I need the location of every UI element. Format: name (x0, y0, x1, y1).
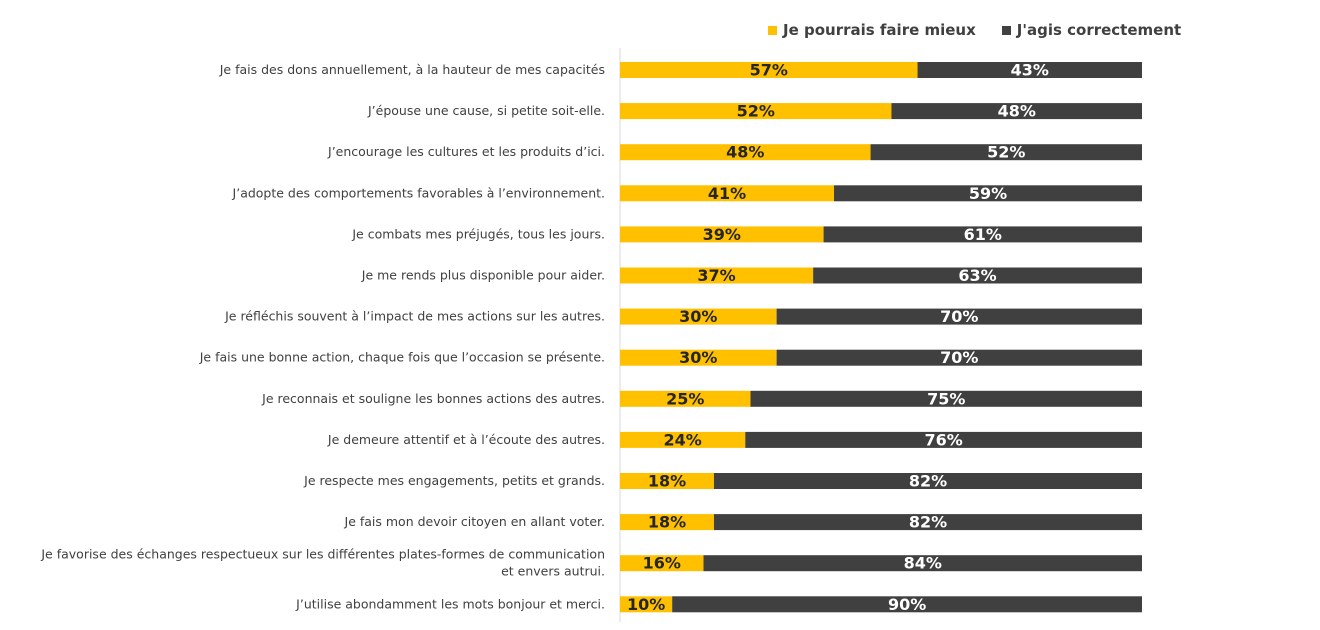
category-label: J’adopte des comportements favorables à … (232, 185, 605, 200)
data-label-series-2: 75% (927, 389, 965, 408)
bar-series-1 (620, 555, 704, 572)
data-label-series-1: 25% (666, 389, 704, 408)
bar-series-2 (713, 473, 1142, 489)
data-label-series-2: 70% (940, 348, 978, 367)
category-label: Je réfléchis souvent à l’impact de mes a… (224, 308, 605, 323)
bar-series-2 (713, 514, 1142, 531)
category-label: Je fais des dons annuellement, à la haut… (219, 62, 605, 77)
bar-series-1 (620, 514, 714, 531)
category-label: Je combats mes préjugés, tous les jours. (351, 226, 605, 241)
legend-label-series-1: Je pourrais faire mieux (783, 21, 976, 39)
bar-series-1 (620, 185, 835, 202)
bar-series-2 (703, 555, 1142, 572)
bar-series-2 (745, 431, 1142, 448)
bar-series-1 (620, 62, 918, 78)
category-label: J’épouse une cause, si petite soit-elle. (367, 103, 605, 118)
category-label: J’utilise abondamment les mots bonjour e… (295, 596, 605, 611)
bar-series-2 (776, 308, 1142, 325)
category-label: J’encourage les cultures et les produits… (327, 144, 605, 159)
data-label-series-2: 76% (924, 430, 962, 449)
data-label-series-1: 24% (663, 430, 701, 449)
category-label: Je me rends plus disponible pour aider. (361, 267, 605, 282)
category-label: Je favorise des échanges respectueux sur… (40, 546, 605, 578)
data-label-series-1: 30% (679, 307, 717, 326)
data-label-series-2: 90% (888, 595, 926, 614)
legend-label-series-2: J'agis correctement (1016, 21, 1182, 39)
legend-item-series-1: Je pourrais faire mieux (768, 21, 976, 39)
bar-series-1 (620, 144, 871, 161)
bar-series-1 (620, 267, 814, 284)
bar-series-2 (870, 144, 1142, 161)
data-label-series-2: 43% (1011, 61, 1049, 80)
category-label: Je reconnais et souligne les bonnes acti… (261, 390, 605, 405)
data-label-series-2: 59% (969, 184, 1007, 203)
bar-series-1 (620, 473, 714, 489)
category-label: Je fais une bonne action, chaque fois qu… (199, 349, 605, 364)
bar-series-2 (776, 349, 1142, 366)
data-label-series-1: 41% (708, 184, 746, 203)
bar-series-2 (750, 390, 1142, 407)
bar-series-1 (620, 431, 746, 448)
data-label-series-1: 37% (697, 266, 735, 285)
bar-series-1 (620, 103, 892, 120)
legend-item-series-2: J'agis correctement (1001, 21, 1182, 39)
category-label: Je fais mon devoir citoyen en allant vot… (344, 514, 605, 529)
bar-series-2 (891, 103, 1142, 120)
data-label-series-2: 82% (909, 513, 947, 532)
data-label-series-1: 18% (648, 472, 686, 491)
data-label-series-2: 52% (987, 143, 1025, 162)
data-label-series-1: 39% (703, 225, 741, 244)
bar-series-1 (620, 226, 824, 243)
data-label-series-1: 16% (643, 554, 681, 573)
bar-series-2 (823, 226, 1142, 243)
bar-series-1 (620, 349, 777, 366)
chart-legend: Je pourrais faire mieux J'agis correctem… (768, 19, 1207, 41)
bar-series-2 (672, 596, 1142, 613)
bar-series-1 (620, 308, 777, 325)
data-label-series-2: 61% (964, 225, 1002, 244)
data-label-series-2: 63% (958, 266, 996, 285)
data-label-series-2: 48% (998, 102, 1036, 121)
bar-series-2 (834, 185, 1142, 202)
category-label: Je respecte mes engagements, petits et g… (303, 473, 605, 488)
data-label-series-2: 82% (909, 472, 947, 491)
data-label-series-1: 57% (750, 61, 788, 80)
data-label-series-2: 84% (904, 554, 942, 573)
bar-series-1 (620, 596, 673, 613)
bar-series-1 (620, 390, 751, 407)
legend-swatch-series-2 (1001, 25, 1011, 35)
bar-series-2 (813, 267, 1142, 284)
data-label-series-1: 52% (737, 102, 775, 121)
data-label-series-2: 70% (940, 307, 978, 326)
data-label-series-1: 48% (726, 143, 764, 162)
data-label-series-1: 30% (679, 348, 717, 367)
legend-swatch-series-1 (768, 25, 777, 35)
bar-series-2 (917, 62, 1142, 78)
category-label: Je demeure attentif et à l’écoute des au… (327, 431, 605, 446)
data-label-series-1: 18% (648, 513, 686, 532)
data-label-series-1: 10% (627, 595, 665, 614)
